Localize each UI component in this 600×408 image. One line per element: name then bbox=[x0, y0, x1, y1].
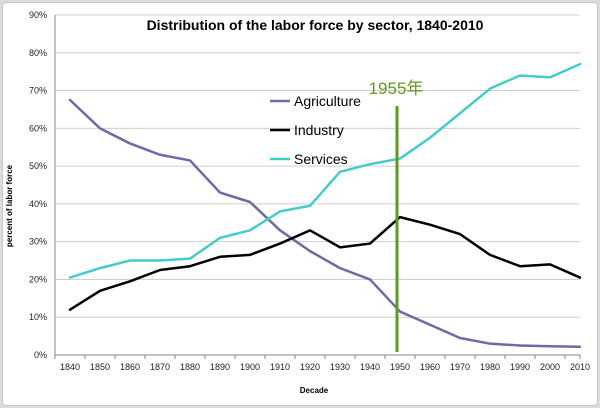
data-series bbox=[68, 62, 582, 348]
x-tick-label: 2000 bbox=[540, 362, 560, 372]
y-tick-label: 60% bbox=[29, 123, 47, 133]
legend-label-services: Services bbox=[294, 151, 348, 167]
x-tick-label: 1890 bbox=[210, 362, 230, 372]
industry-series-line bbox=[68, 215, 582, 311]
x-tick-label: 1930 bbox=[330, 362, 350, 372]
x-tick-labels: 1840 1850 1860 1870 1880 1890 1900 1910 1920 1930… bbox=[60, 362, 590, 372]
x-tick-label: 1840 bbox=[60, 362, 80, 372]
y-tick-label: 0% bbox=[34, 350, 47, 360]
y-tick-label: 10% bbox=[29, 312, 47, 322]
y-tick-label: 40% bbox=[29, 199, 47, 209]
y-tick-label: 80% bbox=[29, 48, 47, 58]
legend: Agriculture Industry Services bbox=[270, 93, 361, 167]
chart-title: Distribution of the labor force by secto… bbox=[147, 17, 484, 33]
x-tick-label: 1870 bbox=[150, 362, 170, 372]
x-axis-label: Decade bbox=[300, 386, 329, 395]
x-tick-label: 1860 bbox=[120, 362, 140, 372]
y-tick-label: 50% bbox=[29, 161, 47, 171]
agriculture-series-line bbox=[68, 98, 582, 348]
x-tick-label: 1920 bbox=[300, 362, 320, 372]
x-tick-label: 1850 bbox=[90, 362, 110, 372]
annotation-label: 1955年 bbox=[369, 79, 424, 98]
axes bbox=[54, 15, 581, 359]
y-tick-label: 20% bbox=[29, 274, 47, 284]
x-tick-label: 2010 bbox=[570, 362, 590, 372]
x-tick-label: 1980 bbox=[480, 362, 500, 372]
x-tick-label: 1970 bbox=[450, 362, 470, 372]
annotation: 1955年 bbox=[369, 79, 424, 352]
y-tick-label: 30% bbox=[29, 237, 47, 247]
y-axis-label: percent of labor force bbox=[5, 164, 14, 247]
legend-label-industry: Industry bbox=[294, 122, 344, 138]
y-tick-labels: 0% 10% 20% 30% 40% 50% 60% 70% 80% 90% bbox=[29, 10, 47, 360]
x-tick-label: 1880 bbox=[180, 362, 200, 372]
y-tick-label: 90% bbox=[29, 10, 47, 20]
x-tick-label: 1950 bbox=[390, 362, 410, 372]
x-tick-label: 1960 bbox=[420, 362, 440, 372]
x-tick-label: 1910 bbox=[270, 362, 290, 372]
services-series-line bbox=[68, 62, 582, 279]
legend-label-agriculture: Agriculture bbox=[294, 93, 361, 109]
x-tick-label: 1900 bbox=[240, 362, 260, 372]
x-tick-label: 1990 bbox=[510, 362, 530, 372]
y-tick-label: 70% bbox=[29, 86, 47, 96]
gridlines bbox=[55, 14, 580, 318]
x-tick-label: 1940 bbox=[360, 362, 380, 372]
